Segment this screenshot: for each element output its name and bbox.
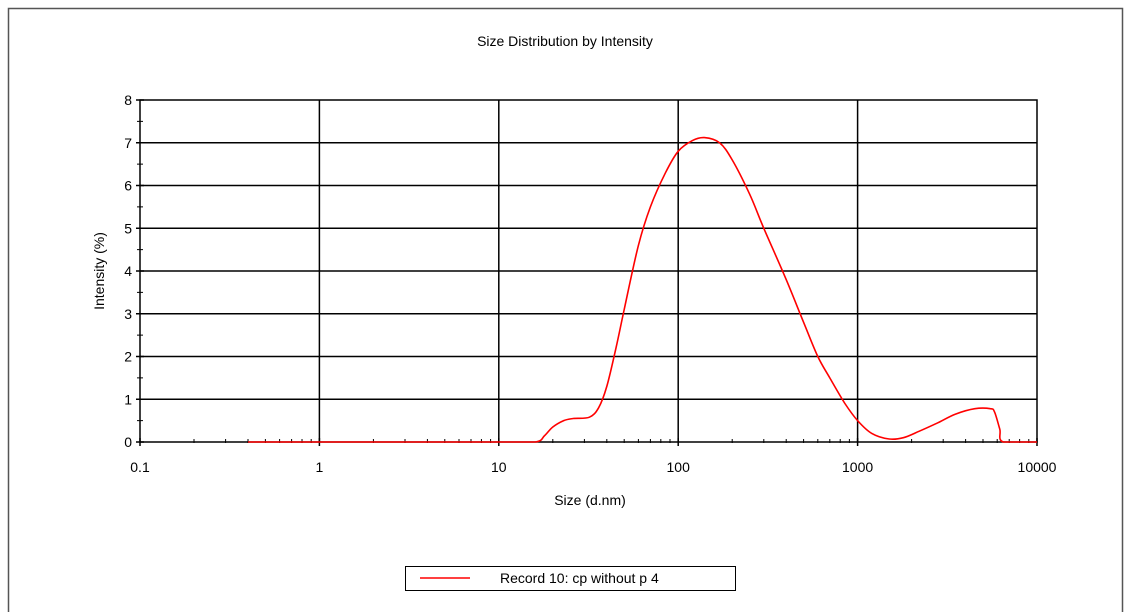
y-tick-label: 5 [124, 220, 132, 236]
chart-border [7, 7, 1124, 612]
x-axis-label: Size (d.nm) [554, 492, 626, 508]
legend-label: Record 10: cp without p 4 [500, 570, 659, 586]
x-tick-label: 1000 [842, 459, 873, 475]
grid-lines [140, 100, 1037, 442]
x-axis-ticks: 0.1 1 10 100 1000 10000 [130, 438, 1057, 475]
legend-box [405, 566, 736, 591]
y-tick-label: 8 [124, 92, 132, 108]
legend: Record 10: cp without p 4 [405, 566, 736, 591]
y-tick-label: 2 [124, 349, 132, 365]
plot-area-border [139, 99, 1038, 443]
chart-title: Size Distribution by Intensity [477, 33, 653, 49]
x-tick-label: 100 [667, 459, 691, 475]
x-tick-label: 1 [316, 459, 324, 475]
y-tick-label: 7 [124, 135, 132, 151]
y-tick-label: 3 [124, 306, 132, 322]
y-tick-label: 4 [124, 263, 132, 279]
x-tick-label: 10 [491, 459, 507, 475]
y-tick-label: 1 [124, 391, 132, 407]
series-line-0 [248, 136, 1037, 443]
y-axis-label: Intensity (%) [91, 232, 107, 310]
y-tick-label: 0 [124, 434, 132, 450]
x-tick-label: 10000 [1018, 459, 1057, 475]
x-tick-label: 0.1 [130, 459, 150, 475]
y-tick-label: 6 [124, 178, 132, 194]
series-layer [248, 136, 1037, 443]
